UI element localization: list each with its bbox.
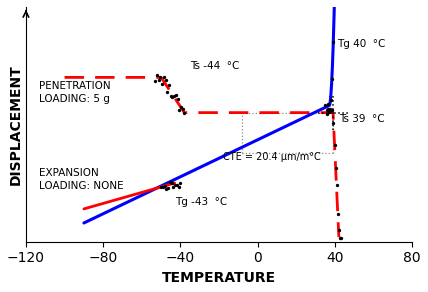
Y-axis label: DISPLACEMENT: DISPLACEMENT bbox=[9, 64, 23, 185]
Text: CTE = 20.4 μm/m°C: CTE = 20.4 μm/m°C bbox=[223, 152, 321, 161]
Text: Ts 39  °C: Ts 39 °C bbox=[339, 114, 384, 124]
Text: Tg -43  °C: Tg -43 °C bbox=[175, 197, 227, 207]
X-axis label: TEMPERATURE: TEMPERATURE bbox=[162, 271, 276, 285]
Text: EXPANSION
LOADING: NONE: EXPANSION LOADING: NONE bbox=[39, 168, 124, 191]
Text: Tg 40  °C: Tg 40 °C bbox=[337, 39, 385, 49]
Text: PENETRATION
LOADING: 5 g: PENETRATION LOADING: 5 g bbox=[39, 81, 111, 104]
Text: Ts -44  °C: Ts -44 °C bbox=[190, 61, 240, 71]
